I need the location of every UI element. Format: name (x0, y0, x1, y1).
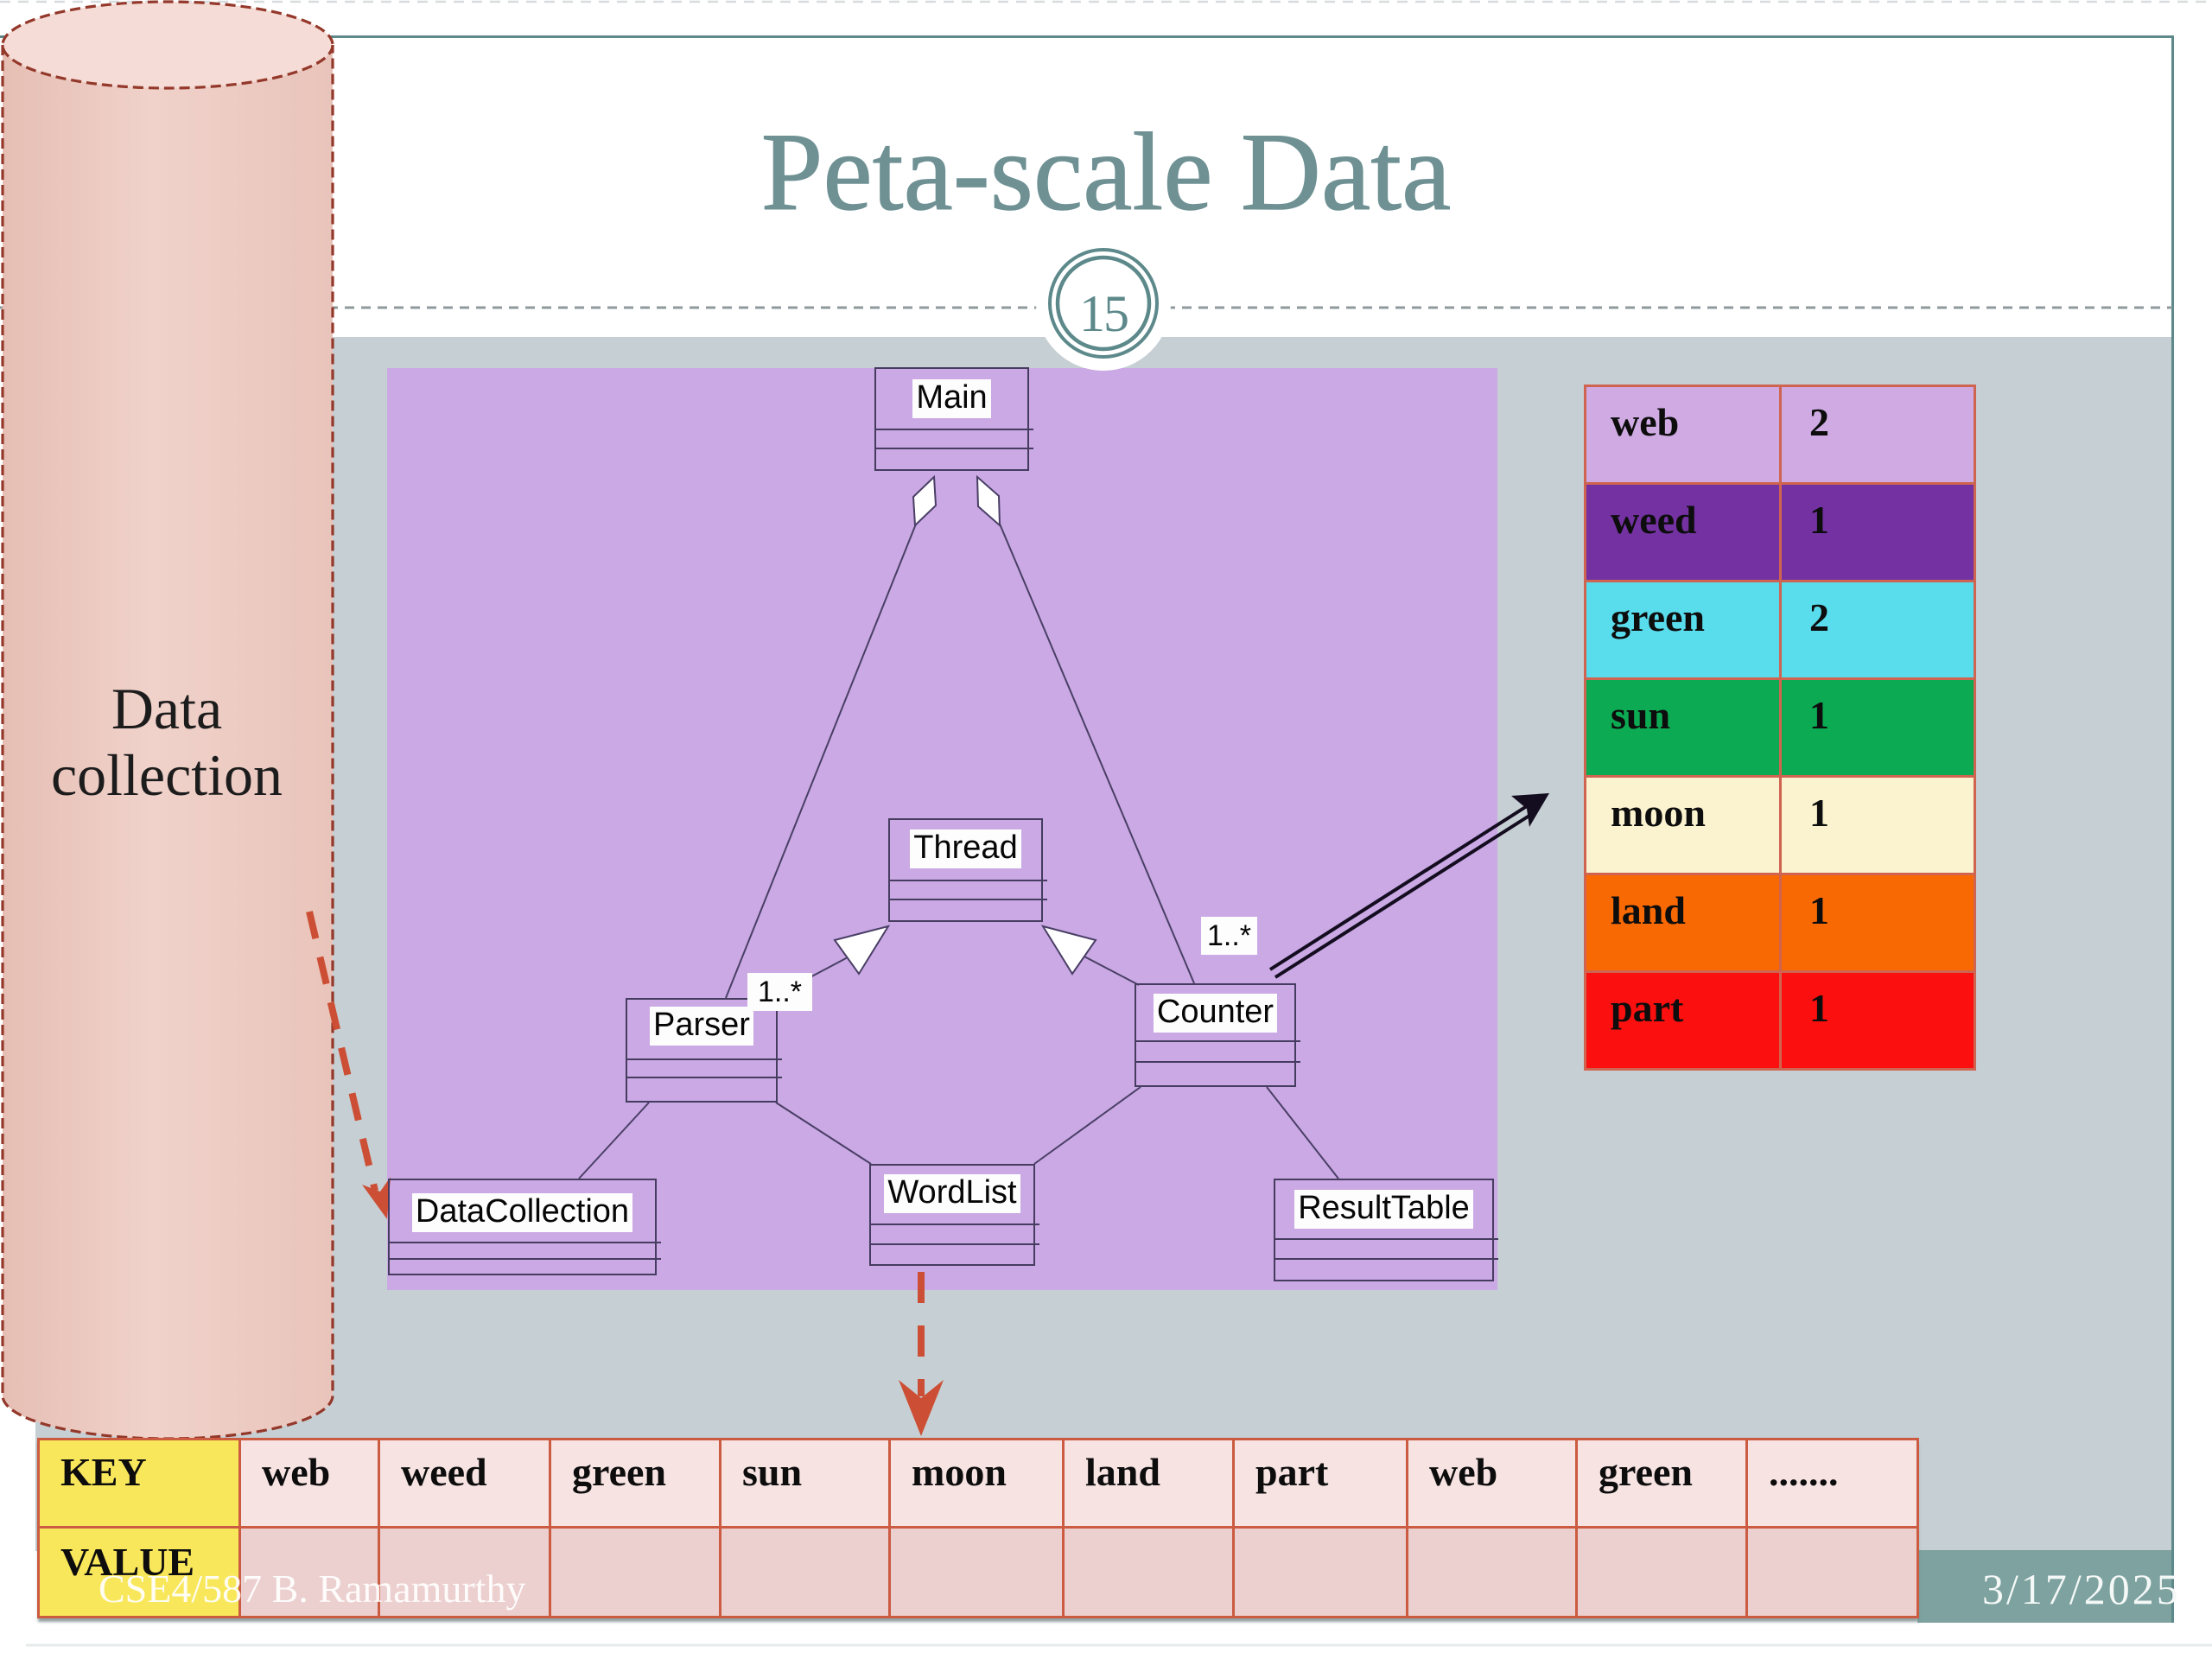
svg-text:15: 15 (1079, 285, 1128, 342)
